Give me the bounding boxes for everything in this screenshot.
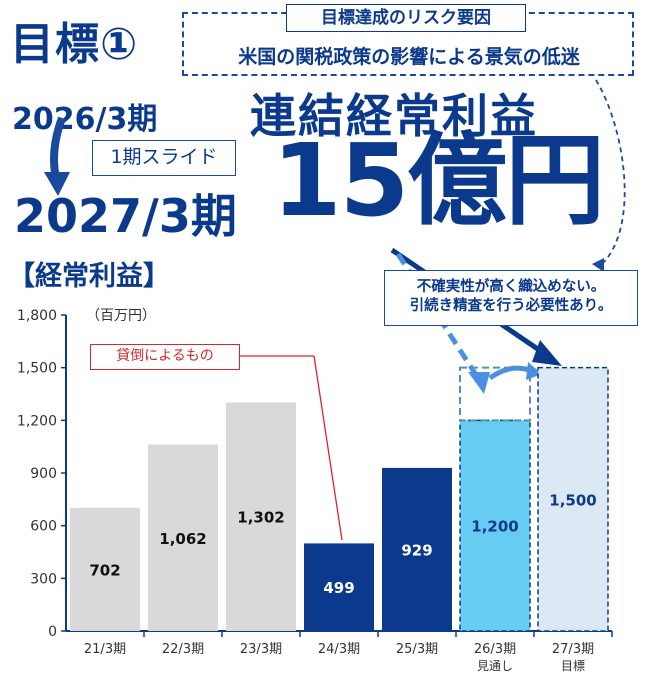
metric-title: 連結経常利益 [250, 89, 538, 143]
note-box: 不確実性が高く織込めない。 引続き精査を行う必要性あり。 [384, 270, 638, 326]
new-period: 2027/3期 [14, 189, 237, 243]
note-line-2: 引続き精査を行う必要性あり。 [409, 298, 613, 314]
target-value: 15億円 [272, 122, 605, 239]
bar [304, 543, 374, 631]
x-tick-label: 27/3期 [552, 642, 594, 657]
data-label: 1,500 [549, 491, 596, 509]
y-tick-label: 1,200 [17, 413, 57, 429]
x-tick-label: 24/3期 [318, 642, 360, 657]
bar [148, 444, 218, 631]
bar [226, 402, 296, 631]
y-tick-label: 300 [30, 571, 57, 587]
callout-box: 貸倒によるもの [90, 344, 240, 370]
data-label: 1,200 [471, 518, 518, 536]
bar [537, 366, 609, 632]
forecast-arrowhead [468, 372, 490, 394]
risk-text: 米国の関税政策の影響による景気の低迷 [238, 46, 580, 68]
y-tick-label: 900 [30, 466, 57, 482]
data-label: 1,302 [237, 509, 284, 527]
data-label: 702 [89, 561, 120, 579]
goal-title: 目標① [10, 19, 139, 70]
bar [70, 507, 140, 631]
y-tick-label: 600 [30, 519, 57, 535]
slide-label: 1期スライド [92, 140, 236, 176]
prev-period: 2026/3期 [12, 102, 158, 137]
x-tick-label: 22/3期 [162, 642, 204, 657]
bar [382, 467, 452, 631]
target-arrowhead [532, 340, 562, 366]
note-line-1: 不確実性が高く織込めない。 [416, 279, 606, 295]
risk-connector-arrowhead [592, 258, 604, 272]
x-tick-label: 23/3期 [240, 642, 282, 657]
x-tick-label: 26/3期 [474, 642, 516, 657]
y-tick-label: 1,500 [17, 361, 57, 377]
data-label: 929 [401, 541, 432, 559]
slide-arrow-icon [44, 116, 70, 196]
chart-heading: 【経常利益】 [8, 261, 170, 292]
x-tick-sublabel: 見通し [477, 659, 513, 673]
callout-leader-2 [313, 355, 343, 541]
forecast-gap-outline [459, 366, 531, 422]
y-tick-label: 1,800 [17, 308, 57, 324]
x-tick-sublabel: 目標 [561, 659, 585, 673]
risk-title: 目標達成のリスク要因 [286, 4, 526, 32]
unit-label: （百万円） [86, 308, 156, 324]
y-tick-label: 0 [48, 624, 57, 640]
risk-connector-arrow [595, 79, 626, 267]
plot-area: 0 300 600 900 1,200 1,500 1,800 702 21/3期 1,062 22… [17, 308, 613, 673]
data-label: 499 [323, 579, 354, 597]
data-label: 1,062 [159, 530, 206, 548]
bar [459, 419, 531, 632]
x-tick-label: 21/3期 [84, 642, 126, 657]
x-tick-label: 25/3期 [396, 642, 438, 657]
